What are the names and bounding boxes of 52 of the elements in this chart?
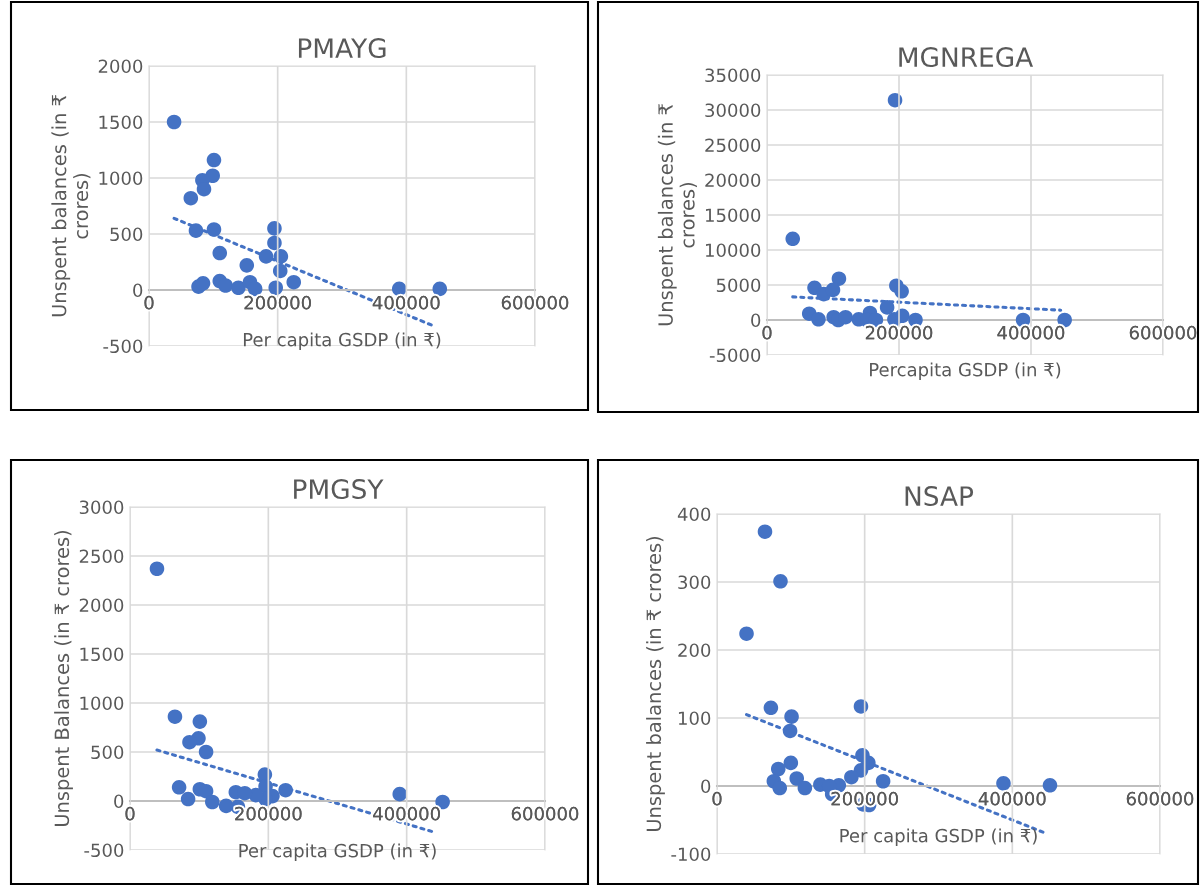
y-tick-label: 5000 [716, 278, 761, 293]
y-axis-title: Unspent Balances (in ₹ crores) [54, 530, 73, 827]
chart-title: PMAYG [298, 38, 386, 59]
y-tick-label: 500 [91, 745, 124, 760]
y-tick-label: -500 [103, 339, 143, 354]
y-tick-label: 35000 [705, 68, 761, 83]
x-tick-label: 600000 [1129, 325, 1197, 340]
y-tick-label: -500 [84, 843, 124, 858]
y-tick-label: 0 [133, 283, 143, 298]
y-tick-label: 0 [751, 313, 761, 328]
y-tick-label: 1500 [80, 647, 124, 662]
y-axis-title: Unspent balances (in ₹ crores) [657, 104, 697, 326]
x-axis-title: Per capita GSDP (in ₹) [239, 843, 436, 861]
y-tick-label: 10000 [705, 243, 761, 258]
x-tick-label: 200000 [244, 295, 311, 310]
x-tick-label: 0 [762, 325, 772, 340]
x-axis-title: Percapita GSDP (in ₹) [870, 362, 1061, 380]
y-tick-label: 200 [678, 643, 711, 658]
x-tick-label: 200000 [235, 806, 302, 821]
y-tick-label: 25000 [705, 138, 761, 153]
y-tick-label: 0 [701, 779, 711, 794]
y-tick-label: 100 [678, 711, 711, 726]
y-tick-label: 20000 [705, 173, 761, 188]
y-tick-label: 15000 [705, 208, 761, 223]
x-tick-label: 200000 [865, 325, 933, 340]
x-axis-title: Per capita GSDP (in ₹) [840, 828, 1037, 846]
y-tick-label: 1500 [99, 115, 143, 130]
y-axis-title: Unspent balances (in ₹ crores) [646, 536, 665, 832]
y-tick-label: 500 [110, 227, 143, 242]
x-tick-label: 0 [144, 295, 154, 310]
x-tick-label: 600000 [1126, 791, 1194, 806]
y-axis-title: Unspent balances (in ₹ crores) [51, 95, 91, 317]
y-tick-label: 300 [678, 575, 711, 590]
x-tick-label: 600000 [501, 295, 569, 310]
chart-title: NSAP [905, 486, 974, 507]
x-tick-label: 400000 [373, 806, 440, 821]
chart-title: PMGSY [294, 479, 384, 500]
y-tick-label: 2000 [98, 59, 143, 74]
y-tick-label: 3000 [79, 500, 124, 515]
chart-title: MGNREGA [899, 47, 1034, 68]
x-tick-label: 400000 [997, 325, 1065, 340]
y-tick-label: -5000 [709, 348, 761, 363]
y-tick-label: 30000 [705, 103, 761, 118]
y-tick-label: 2000 [79, 598, 124, 613]
y-tick-label: 2500 [79, 549, 124, 564]
y-tick-label: 400 [677, 507, 711, 522]
x-axis-title: Per capita GSDP (in ₹) [243, 332, 441, 350]
y-tick-label: 1000 [99, 171, 143, 186]
x-tick-label: 400000 [978, 791, 1046, 806]
x-tick-label: 600000 [511, 806, 579, 821]
y-tick-label: -100 [671, 847, 711, 862]
y-tick-label: 1000 [80, 696, 124, 711]
